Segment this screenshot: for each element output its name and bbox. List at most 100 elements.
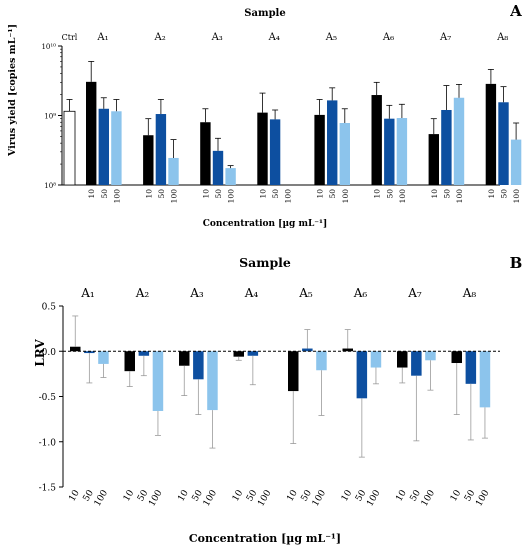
x-tick-label: 100: [365, 488, 382, 508]
bar: [302, 348, 313, 352]
chart-title: Sample: [244, 8, 285, 19]
bar: [441, 109, 452, 185]
x-tick-label: 100: [341, 189, 350, 204]
bar: [465, 351, 477, 384]
x-tick-label: 100: [420, 488, 437, 508]
bar: [247, 351, 259, 356]
bar: [98, 108, 109, 185]
bar: [453, 97, 465, 185]
x-tick-label: 50: [157, 189, 166, 199]
control-label: Ctrl: [62, 33, 78, 42]
x-tick-label: 50: [100, 189, 109, 199]
y-axis-label: LRV: [33, 339, 47, 367]
x-tick-label: 50: [271, 189, 280, 199]
bar: [152, 351, 164, 411]
bar: [225, 168, 236, 185]
group-label: A₃: [211, 32, 223, 43]
bar: [84, 351, 95, 354]
bar: [327, 100, 338, 185]
panel-label: B: [510, 254, 523, 272]
bar: [124, 351, 135, 372]
x-tick-label: 100: [398, 189, 407, 204]
group-label: A₄: [244, 286, 259, 300]
x-tick-label: 10: [285, 488, 300, 503]
x-tick-label: 100: [311, 488, 328, 508]
y-tick-label: 10⁸: [44, 182, 56, 190]
chart-title: Sample: [239, 255, 291, 270]
group-label: A₃: [189, 286, 204, 300]
x-tick-label: 10: [201, 189, 210, 199]
y-tick-label: -1.5: [39, 484, 57, 494]
bar: [316, 351, 327, 371]
group-label: A₆: [353, 286, 368, 300]
x-tick-label: 10: [122, 488, 137, 503]
group-label: A₅: [298, 286, 313, 300]
x-tick-label: 50: [442, 189, 451, 199]
group-label: A₆: [382, 32, 394, 43]
x-tick-label: 10: [394, 488, 409, 503]
x-tick-label: 100: [147, 488, 164, 508]
x-tick-label: 50: [214, 189, 223, 199]
group-label: A₁: [80, 286, 94, 300]
bar: [396, 118, 408, 185]
x-axis-label: Concentration [µg mL⁻¹]: [189, 532, 341, 545]
bar: [86, 81, 97, 185]
bar: [425, 351, 436, 361]
bar: [143, 135, 154, 185]
x-axis-label: Concentration [µg mL⁻¹]: [203, 219, 328, 229]
x-tick-label: 10: [340, 488, 355, 503]
bar: [510, 139, 522, 185]
bar: [269, 119, 281, 185]
bar: [371, 95, 382, 185]
bar: [111, 111, 122, 185]
group-label: A₇: [407, 286, 422, 300]
x-tick-label: 10: [231, 488, 246, 503]
y-tick-label: 10⁹: [44, 113, 56, 121]
group-label: A₈: [496, 32, 508, 43]
bar: [356, 351, 368, 399]
x-tick-label: 10: [430, 189, 439, 199]
bar: [314, 114, 325, 185]
x-tick-label: 100: [455, 189, 464, 204]
x-tick-label: 100: [202, 488, 219, 508]
bar: [485, 83, 497, 185]
group-label: A₇: [439, 32, 451, 43]
bar: [479, 351, 491, 408]
y-tick-label: -1.0: [39, 438, 57, 448]
bar: [70, 346, 81, 352]
bar: [138, 351, 150, 356]
bar: [98, 351, 109, 364]
panel-label: A: [509, 2, 522, 20]
x-tick-label: 100: [474, 488, 491, 508]
x-tick-label: 100: [112, 189, 121, 204]
y-tick-label: -0.5: [39, 393, 57, 403]
bar: [168, 157, 179, 185]
bar: [428, 134, 439, 185]
x-tick-label: 10: [316, 189, 325, 199]
x-tick-label: 50: [500, 189, 509, 199]
bar: [370, 351, 382, 368]
bar: [257, 112, 268, 185]
y-tick-label: 0.5: [42, 303, 57, 313]
bar: [384, 118, 395, 185]
x-tick-label: 100: [512, 189, 521, 204]
x-tick-label: 50: [328, 189, 337, 199]
bar: [288, 351, 299, 392]
y-tick-label: 0.0: [42, 348, 57, 358]
bar: [200, 122, 211, 185]
bar: [212, 150, 224, 185]
bar: [397, 351, 408, 368]
y-tick-label: 10¹⁰: [41, 43, 56, 51]
x-tick-label: 10: [87, 189, 96, 199]
bar: [179, 351, 190, 366]
control-bar: [63, 110, 76, 186]
group-label: A₄: [268, 32, 280, 43]
x-tick-label: 10: [144, 189, 153, 199]
group-label: A₂: [135, 286, 150, 300]
x-tick-label: 100: [170, 189, 179, 204]
x-tick-label: 50: [385, 189, 394, 199]
bar: [193, 351, 204, 380]
x-tick-label: 100: [227, 189, 236, 204]
x-tick-label: 10: [487, 189, 496, 199]
